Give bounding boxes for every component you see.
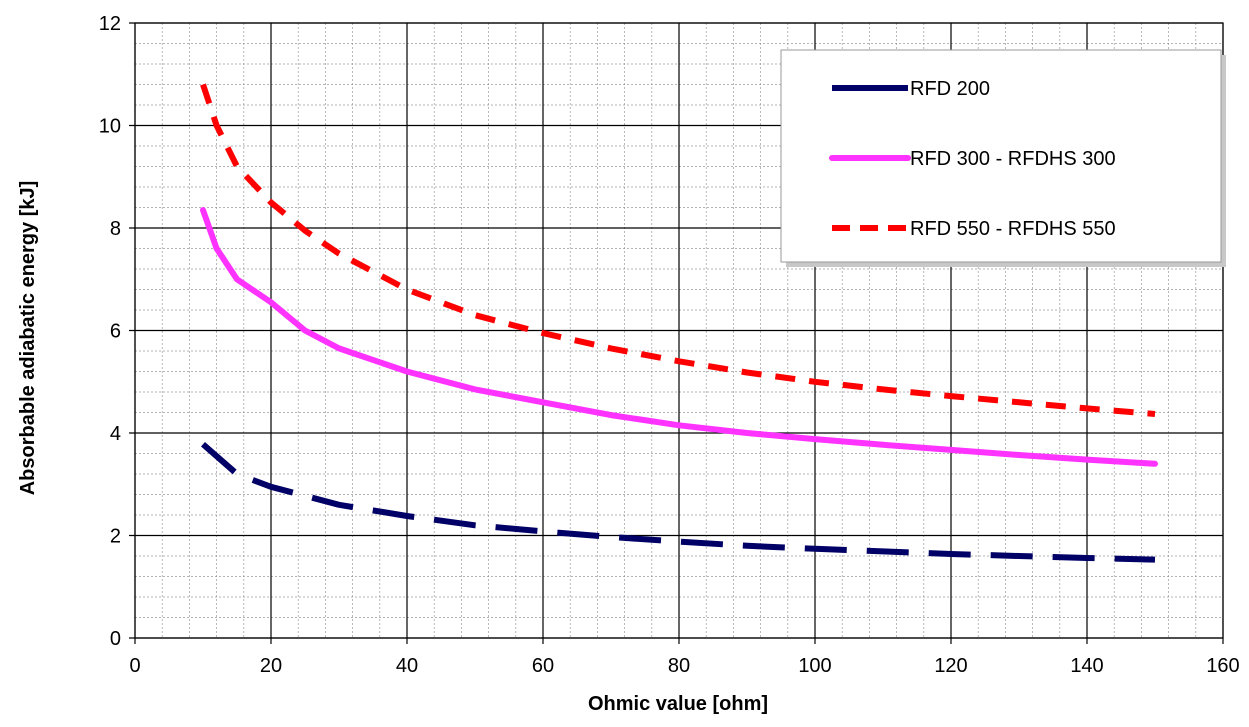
y-tick-label: 10 xyxy=(99,116,121,138)
y-tick-label: 8 xyxy=(110,218,121,240)
legend: RFD 200 RFD 300 - RFDHS 300 RFD 550 - RFDH… xyxy=(780,49,1226,267)
series-line-1 xyxy=(201,442,1156,563)
y-tick-label: 12 xyxy=(99,13,121,35)
x-tick-label: 20 xyxy=(260,655,282,677)
x-tick-label: 0 xyxy=(129,655,140,677)
x-axis-title: Ohmic value [ohm] xyxy=(588,693,768,715)
x-tick-label: 60 xyxy=(532,655,554,677)
plot-area-frame xyxy=(134,22,1224,639)
y-tick-label: 2 xyxy=(110,526,121,548)
legend-label-3: RFD 550 - RFDHS 550 xyxy=(910,218,1116,240)
x-tick-label: 80 xyxy=(668,655,690,677)
x-tick-label: 120 xyxy=(934,655,967,677)
x-tick-label: 100 xyxy=(798,655,831,677)
x-axis-tick-labels: 0 20 40 60 80 100 120 140 160 xyxy=(129,655,1239,677)
series-line-2 xyxy=(200,207,1158,467)
y-tick-label: 0 xyxy=(110,628,121,650)
y-tick-label: 6 xyxy=(110,321,121,343)
legend-label-1: RFD 200 xyxy=(910,78,990,100)
legend-label-2: RFD 300 - RFDHS 300 xyxy=(910,148,1116,170)
x-tick-label: 160 xyxy=(1206,655,1239,677)
x-tick-label: 140 xyxy=(1070,655,1103,677)
y-tick-label: 4 xyxy=(110,423,121,445)
y-axis-title: Absorbable adiabatic energy [kJ] xyxy=(17,181,39,496)
series-lines xyxy=(200,83,1158,563)
x-tick-label: 40 xyxy=(396,655,418,677)
y-axis-tick-labels: 0 2 4 6 8 10 12 xyxy=(99,13,121,650)
series-line-3 xyxy=(200,83,1156,417)
